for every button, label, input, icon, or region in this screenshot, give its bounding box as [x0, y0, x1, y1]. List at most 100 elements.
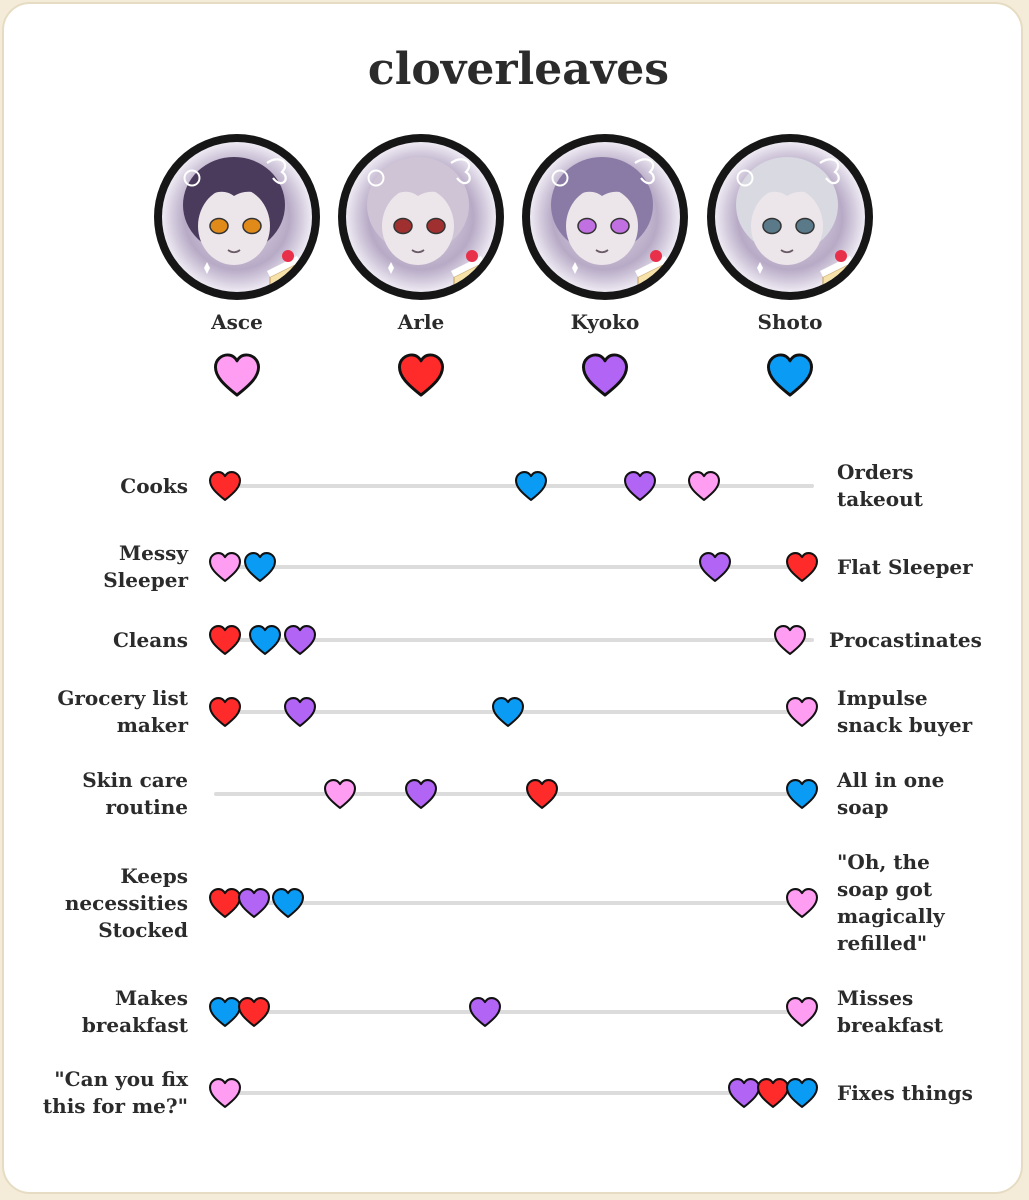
heart-icon	[786, 888, 818, 918]
label-line: soap	[837, 795, 889, 819]
avatar-frame	[346, 142, 496, 292]
scale-mark-asce	[784, 996, 820, 1032]
scale-track	[214, 565, 814, 569]
heart-icon	[284, 625, 316, 655]
label-line: "Can you fix	[54, 1067, 188, 1091]
scale-mark-shoto	[513, 470, 549, 506]
heart-icon	[405, 779, 438, 809]
heart-icon	[624, 471, 657, 501]
heart-icon	[767, 353, 813, 397]
avatar-kyoko	[522, 134, 688, 300]
scale-mark-kyoko	[282, 624, 318, 660]
scale-mark-kyoko	[467, 996, 503, 1032]
scale-mark-shoto	[490, 696, 526, 732]
label-line: breakfast	[837, 1013, 944, 1037]
label-line: Orders	[837, 460, 914, 484]
person-name: Asce	[211, 310, 263, 334]
label-line: All in one	[837, 768, 945, 792]
label-line: snack buyer	[837, 713, 973, 737]
scale-left-label: Cleans	[0, 627, 188, 654]
scale-left-label: Messy Sleeper	[0, 540, 188, 594]
scale-right-label: Procastinates	[829, 627, 1019, 654]
avatar-portrait	[530, 142, 680, 292]
scale-mark-kyoko	[622, 470, 658, 506]
label-line: Cleans	[113, 627, 188, 652]
scale-mark-shoto	[242, 551, 278, 587]
heart-icon	[687, 471, 720, 501]
label-line: Cooks	[120, 473, 188, 498]
heart-icon	[786, 779, 818, 809]
heart-icon	[208, 697, 241, 727]
scale-right-label: "Oh, the soap got magically refilled"	[837, 849, 1027, 957]
scale-mark-kyoko	[282, 696, 318, 732]
label-line: Messy	[118, 541, 188, 565]
scale-mark-kyoko	[697, 551, 733, 587]
label-line: takeout	[837, 487, 923, 511]
heart-icon	[243, 552, 276, 582]
heart-icon	[468, 997, 501, 1027]
scale-right-label: Fixes things	[837, 1080, 1027, 1107]
heart-icon	[786, 552, 818, 582]
avatar-portrait	[715, 142, 865, 292]
scale-left-label: "Can you fix this for me?"	[0, 1066, 188, 1120]
label-line: necessities	[64, 890, 188, 915]
avatar-asce	[154, 134, 320, 300]
heart-icon	[208, 1078, 241, 1108]
scale-mark-asce	[322, 778, 358, 814]
person-name: Kyoko	[570, 310, 640, 334]
person-name: Arle	[397, 310, 445, 334]
label-line: maker	[116, 713, 188, 737]
scale-left-label: Makes breakfast	[0, 985, 188, 1039]
heart-icon	[774, 625, 807, 655]
scale-track	[214, 901, 814, 905]
label-line: Fixes things	[837, 1080, 973, 1105]
scale-track	[214, 792, 814, 796]
scale-mark-asce	[784, 696, 820, 732]
scale-mark-asce	[207, 551, 243, 587]
label-line: magically	[837, 904, 945, 928]
avatar-arle	[338, 134, 504, 300]
scale-track	[214, 1091, 814, 1095]
scale-mark-asce	[772, 624, 808, 660]
heart-icon	[214, 353, 260, 397]
scale-track	[214, 484, 814, 488]
heart-icon	[208, 471, 241, 501]
scale-track	[214, 638, 814, 642]
avatar-portrait	[346, 142, 496, 292]
person-name: Shoto	[757, 310, 823, 334]
scale-mark-shoto	[247, 624, 283, 660]
scale-left-label: Keeps necessities Stocked	[0, 863, 188, 944]
label-line: refilled"	[837, 931, 928, 955]
heart-icon	[237, 888, 270, 918]
scale-right-label: Impulse snack buyer	[837, 685, 1027, 739]
heart-icon	[208, 625, 241, 655]
label-line: "Oh, the	[837, 850, 930, 874]
label-line: this for me?"	[42, 1094, 188, 1118]
scale-mark-kyoko	[403, 778, 439, 814]
scale-mark-arle	[524, 778, 560, 814]
avatar-shoto	[707, 134, 873, 300]
heart-icon	[786, 997, 818, 1027]
heart-icon	[786, 1078, 818, 1108]
label-line: routine	[105, 795, 188, 819]
scale-mark-asce	[207, 1077, 243, 1113]
scale-mark-arle	[207, 470, 243, 506]
scale-mark-asce	[784, 887, 820, 923]
scale-mark-arle	[207, 624, 243, 660]
heart-icon	[699, 552, 732, 582]
label-line: breakfast	[81, 1013, 188, 1037]
label-line: Impulse	[837, 686, 928, 710]
heart-icon	[786, 697, 818, 727]
heart-icon	[324, 779, 357, 809]
label-line: Procastinates	[829, 627, 982, 652]
heart-icon	[272, 888, 305, 918]
heart-icon	[582, 353, 628, 397]
person-heart-arle	[396, 352, 446, 402]
scale-left-label: Grocery list maker	[0, 685, 188, 739]
chart-title: cloverleaves	[367, 44, 670, 95]
scale-mark-shoto	[784, 778, 820, 814]
label-line: Makes	[115, 986, 188, 1010]
label-line: Flat Sleeper	[837, 554, 973, 579]
scale-left-label: Skin care routine	[0, 767, 188, 821]
